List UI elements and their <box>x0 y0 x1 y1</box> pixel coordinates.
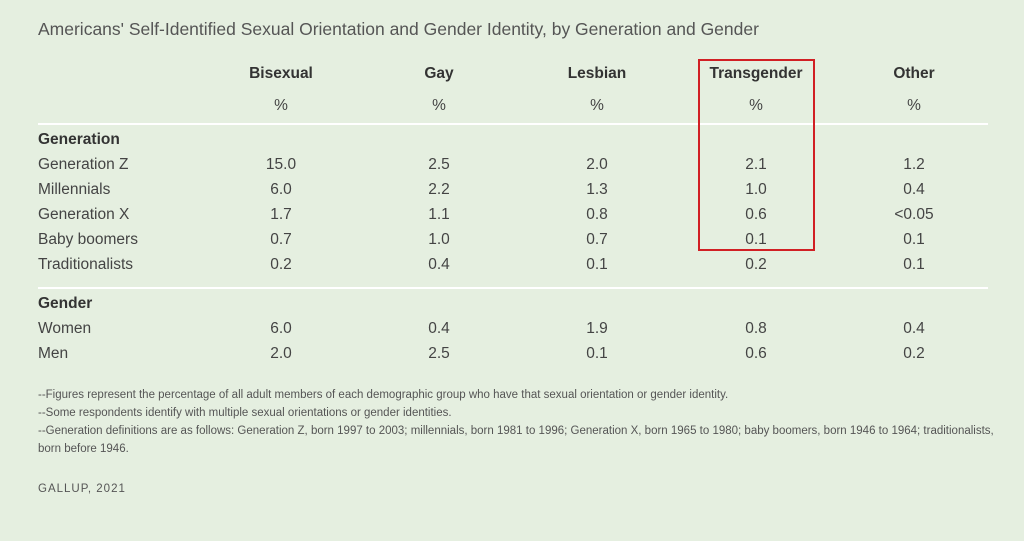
cell-traditionalists-lesbian: 0.1 <box>586 256 608 273</box>
cell-traditionalists-other: 0.1 <box>903 256 925 273</box>
row-label-generation-z: Generation Z <box>38 156 129 173</box>
cell-generation-x-lesbian: 0.8 <box>586 206 608 223</box>
cell-men-transgender: 0.6 <box>745 345 767 362</box>
source-label: GALLUP, 2021 <box>38 483 126 495</box>
cell-millennials-gay: 2.2 <box>428 181 450 198</box>
column-unit-gay: % <box>432 97 446 114</box>
section-label-gender: Gender <box>38 295 93 312</box>
footnote: --Figures represent the percentage of al… <box>38 389 729 401</box>
cell-generation-z-other: 1.2 <box>903 156 925 173</box>
row-label-traditionalists: Traditionalists <box>38 256 134 273</box>
row-label-men: Men <box>38 345 69 362</box>
cell-generation-x-transgender: 0.6 <box>745 206 767 223</box>
cell-baby-boomers-transgender: 0.1 <box>745 231 767 248</box>
cell-generation-z-lesbian: 2.0 <box>586 156 608 173</box>
row-label-generation-x: Generation X <box>38 206 130 223</box>
column-header-other: Other <box>893 65 935 82</box>
cell-men-other: 0.2 <box>903 345 925 362</box>
column-unit-lesbian: % <box>590 97 604 114</box>
cell-generation-z-transgender: 2.1 <box>745 156 767 173</box>
column-header-lesbian: Lesbian <box>567 65 627 82</box>
cell-baby-boomers-gay: 1.0 <box>428 231 450 248</box>
cell-traditionalists-bisexual: 0.2 <box>270 256 292 273</box>
footnote: --Generation definitions are as follows:… <box>38 425 994 455</box>
column-header-bisexual: Bisexual <box>249 65 313 82</box>
cell-millennials-other: 0.4 <box>903 181 925 198</box>
cell-generation-x-other: <0.05 <box>894 206 934 223</box>
row-label-women: Women <box>38 320 92 337</box>
cell-women-other: 0.4 <box>903 320 925 337</box>
cell-men-gay: 2.5 <box>428 345 450 362</box>
transgender-highlight-box <box>698 59 815 251</box>
cell-women-lesbian: 1.9 <box>586 320 608 337</box>
cell-millennials-lesbian: 1.3 <box>586 181 608 198</box>
table-divider <box>38 287 988 289</box>
column-unit-other: % <box>907 97 921 114</box>
cell-men-lesbian: 0.1 <box>586 345 608 362</box>
cell-millennials-transgender: 1.0 <box>745 181 767 198</box>
cell-women-bisexual: 6.0 <box>270 320 292 337</box>
row-label-baby-boomers: Baby boomers <box>38 231 138 248</box>
cell-women-transgender: 0.8 <box>745 320 767 337</box>
column-header-gay: Gay <box>424 65 454 82</box>
cell-generation-x-bisexual: 1.7 <box>270 206 292 223</box>
cell-women-gay: 0.4 <box>428 320 450 337</box>
cell-baby-boomers-lesbian: 0.7 <box>586 231 608 248</box>
footnotes: --Figures represent the percentage of al… <box>38 386 998 458</box>
cell-generation-x-gay: 1.1 <box>428 206 450 223</box>
cell-men-bisexual: 2.0 <box>270 345 292 362</box>
column-unit-transgender: % <box>749 97 763 114</box>
cell-baby-boomers-other: 0.1 <box>903 231 925 248</box>
cell-millennials-bisexual: 6.0 <box>270 181 292 198</box>
cell-traditionalists-transgender: 0.2 <box>745 256 767 273</box>
cell-traditionalists-gay: 0.4 <box>428 256 450 273</box>
cell-generation-z-gay: 2.5 <box>428 156 450 173</box>
column-header-transgender: Transgender <box>709 65 803 82</box>
footnote: --Some respondents identify with multipl… <box>38 407 452 419</box>
chart-title: Americans' Self-Identified Sexual Orient… <box>38 19 759 39</box>
cell-baby-boomers-bisexual: 0.7 <box>270 231 292 248</box>
column-unit-bisexual: % <box>274 97 288 114</box>
cell-generation-z-bisexual: 15.0 <box>265 156 297 173</box>
section-label-generation: Generation <box>38 131 120 148</box>
row-label-millennials: Millennials <box>38 181 111 198</box>
table-divider <box>38 123 988 125</box>
